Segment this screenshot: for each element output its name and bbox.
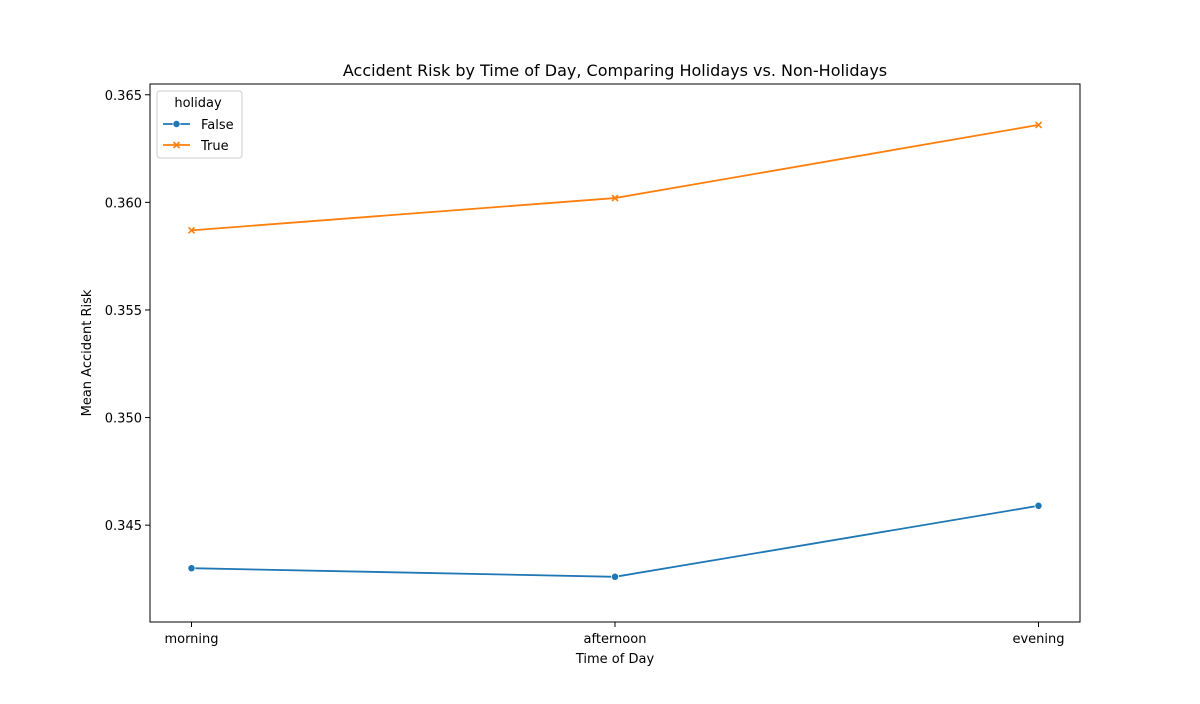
data-point-true (187, 226, 196, 234)
legend-label: True (200, 139, 229, 154)
legend-item-false: False (163, 118, 234, 133)
series-layer (187, 121, 1043, 581)
series-line-true (191, 124, 1039, 232)
series-false (187, 501, 1043, 581)
x-tick-label: afternoon (584, 632, 647, 647)
legend-item-true: True (163, 139, 229, 154)
data-point-false (611, 572, 619, 581)
legend: holiday False True (156, 90, 243, 159)
y-tick-label: 0.350 (105, 412, 142, 427)
x-tick-label: morning (164, 632, 218, 647)
chart-title: Accident Risk by Time of Day, Comparing … (343, 61, 887, 80)
data-point-true (1034, 121, 1043, 129)
legend-title: holiday (174, 96, 222, 111)
marker-stroke (611, 194, 619, 202)
legend-marker (172, 120, 181, 128)
y-tick-label: 0.355 (105, 304, 142, 319)
x-axis: morning afternoon evening (164, 622, 1065, 647)
series-true (187, 121, 1043, 234)
plot-area (149, 83, 1081, 623)
legend-marker (172, 141, 181, 149)
y-axis-label: Mean Accident Risk (80, 289, 95, 416)
y-tick-label: 0.345 (105, 519, 142, 534)
y-tick-label: 0.365 (105, 89, 142, 104)
legend-box (156, 90, 243, 159)
data-point-false (1034, 501, 1043, 510)
legend-label: False (201, 118, 234, 133)
y-tick-label: 0.360 (105, 196, 142, 211)
x-axis-label: Time of Day (575, 652, 655, 667)
marker-stroke (172, 141, 181, 149)
y-axis: 0.345 0.350 0.355 0.360 0.365 (105, 89, 150, 534)
series-line-false (191, 504, 1039, 578)
x-tick-label: evening (1012, 632, 1064, 647)
marker-stroke (187, 226, 196, 234)
marker-stroke (1034, 121, 1043, 129)
data-point-true (611, 194, 619, 202)
data-point-false (187, 564, 196, 573)
